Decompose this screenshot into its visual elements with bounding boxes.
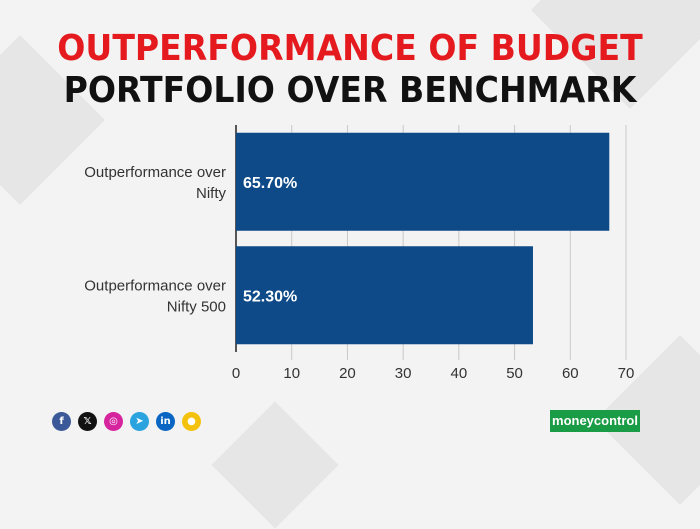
telegram-icon[interactable]: ➤ xyxy=(130,412,149,431)
bar xyxy=(236,246,533,345)
category-label: Nifty 500 xyxy=(167,298,226,315)
data-label: 65.70% xyxy=(243,175,297,192)
category-label: Nifty xyxy=(196,185,227,202)
bar-chart: 0 10 20 30 40 50 60 70 65.70% Outperformance over… xyxy=(84,125,635,382)
title-line-1: OUTPERFORMANCE OF BUDGET xyxy=(57,28,643,69)
x-tick-label: 30 xyxy=(395,365,412,382)
x-tick-label: 50 xyxy=(506,365,523,382)
moneycontrol-logo: moneycontrol xyxy=(550,410,640,432)
x-tick-label: 10 xyxy=(283,365,300,382)
data-label: 52.30% xyxy=(243,288,297,305)
category-label: Outperformance over xyxy=(84,164,226,181)
category-label: Outperformance over xyxy=(84,277,226,294)
x-tick-label: 70 xyxy=(618,365,635,382)
linkedin-icon[interactable]: in xyxy=(156,412,175,431)
x-icon[interactable]: 𝕏 xyxy=(78,412,97,431)
facebook-icon[interactable]: f xyxy=(52,412,71,431)
koo-icon[interactable]: ● xyxy=(182,412,201,431)
x-tick-label: 60 xyxy=(562,365,579,382)
instagram-icon[interactable]: ◎ xyxy=(104,412,123,431)
chart-title: OUTPERFORMANCE OF BUDGET PORTFOLIO OVER … xyxy=(28,28,672,112)
title-line-2: PORTFOLIO OVER BENCHMARK xyxy=(63,70,637,111)
bar xyxy=(236,132,610,231)
x-tick-label: 20 xyxy=(339,365,356,382)
x-tick-label: 0 xyxy=(232,365,240,382)
x-tick-label: 40 xyxy=(451,365,468,382)
